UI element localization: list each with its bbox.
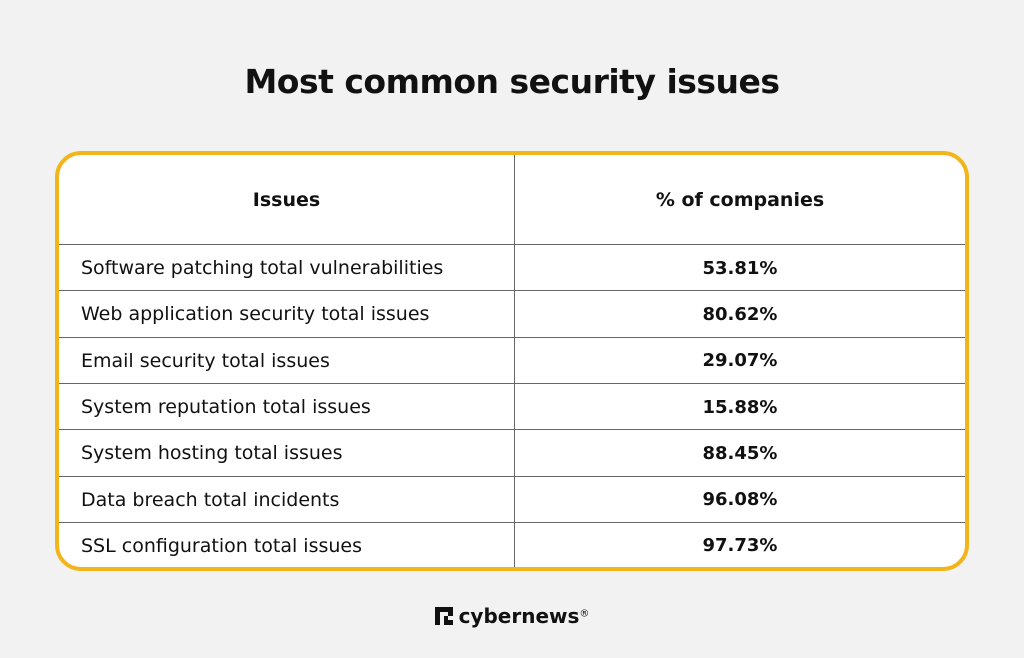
issue-cell: Data breach total incidents: [81, 488, 340, 511]
issue-cell: Email security total issues: [81, 349, 330, 372]
percent-cell: 97.73%: [702, 535, 778, 557]
table-row: Software patching total vulnerabilities 5…: [59, 244, 965, 291]
percent-cell: 96.08%: [702, 489, 778, 511]
table-row: System reputation total issues 15.88%: [59, 382, 965, 430]
percent-cell: 80.62%: [702, 303, 778, 325]
logo-icon: [434, 607, 453, 625]
issue-cell: System hosting total issues: [81, 442, 343, 465]
table-row: Email security total issues 29.07%: [59, 336, 965, 384]
registered-mark: ®: [579, 608, 590, 620]
table-row: SSL configuration total issues 97.73%: [59, 521, 965, 567]
header-cell: % of companies: [655, 188, 825, 211]
table-row: System hosting total issues 88.45%: [59, 429, 965, 476]
footer: cybernews®: [0, 604, 1024, 628]
percent-cell: 53.81%: [702, 257, 778, 279]
percent-cell: 29.07%: [702, 350, 778, 372]
issue-cell: Software patching total vulnerabilities: [81, 257, 444, 280]
brand: cybernews®: [459, 604, 590, 628]
percent-cell: 15.88%: [702, 396, 778, 418]
table-row: Web application security total issues 80.…: [59, 290, 965, 337]
table: Issues % of companies Software patching to…: [55, 151, 969, 571]
header-cell: Issues: [252, 188, 321, 211]
table-row: Data breach total incidents 96.08%: [59, 475, 965, 523]
issue-cell: System reputation total issues: [81, 396, 371, 419]
brand-name: cybernews: [458, 604, 580, 628]
percent-cell: 88.45%: [702, 442, 778, 464]
issue-cell: Web application security total issues: [81, 303, 430, 326]
page-title: Most common security issues: [244, 62, 780, 101]
issue-cell: SSL configuration total issues: [81, 534, 363, 557]
header-row: Issues % of companies: [59, 155, 965, 244]
column-divider: [514, 155, 515, 567]
